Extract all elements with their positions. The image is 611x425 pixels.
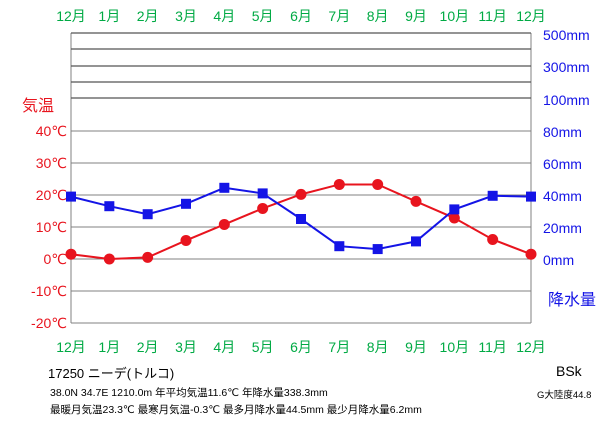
month-label-top: 2月 <box>137 8 159 24</box>
koppen-class: BSk <box>556 363 583 379</box>
station-info-line2: 最暖月気温23.3℃ 最寒月気温-0.3℃ 最多月降水量44.5mm 最少月降水… <box>50 403 422 416</box>
continentality-index: G大陸度44.8 <box>537 389 591 401</box>
month-label-bottom: 10月 <box>440 339 470 355</box>
temperature-point <box>103 253 115 265</box>
precipitation-point <box>334 241 345 252</box>
precipitation-point <box>219 182 230 193</box>
precip-axis-title: 降水量 <box>548 291 596 309</box>
month-label-top: 8月 <box>367 8 389 24</box>
precipitation-point <box>66 191 76 202</box>
precip-tick-label: 100mm <box>543 92 590 108</box>
month-label-bottom: 12月 <box>56 339 86 355</box>
month-label-bottom: 9月 <box>405 339 427 355</box>
precipitation-point <box>449 204 460 215</box>
month-label-bottom: 7月 <box>328 339 350 355</box>
temp-tick-label: 40℃ <box>36 123 67 139</box>
temperature-point <box>372 178 384 190</box>
temperature-point <box>525 248 537 260</box>
precip-log-tick-label: 500mm <box>543 27 590 43</box>
precipitation-point <box>411 236 421 247</box>
precipitation-point <box>257 188 268 199</box>
month-label-bottom: 3月 <box>175 339 197 355</box>
temp-tick-label: -10℃ <box>31 283 67 299</box>
temperature-point <box>180 234 192 246</box>
temp-tick-label: 30℃ <box>36 155 67 171</box>
month-label-top: 3月 <box>175 8 197 24</box>
precipitation-point <box>104 201 115 212</box>
temperature-point <box>487 233 499 245</box>
month-label-bottom: 6月 <box>290 339 312 355</box>
month-label-top: 6月 <box>290 8 312 24</box>
temperature-point <box>257 202 269 214</box>
precip-tick-label: 20mm <box>543 220 582 236</box>
month-label-top: 5月 <box>252 8 274 24</box>
temp-tick-label: 20℃ <box>36 187 67 203</box>
month-label-top: 1月 <box>98 8 120 24</box>
temperature-point <box>448 212 460 224</box>
month-label-bottom: 12月 <box>516 339 546 355</box>
precipitation-point <box>181 198 191 209</box>
temperature-point <box>142 251 154 263</box>
temperature-point <box>65 248 77 260</box>
month-label-top: 11月 <box>478 8 507 24</box>
precipitation-point <box>372 244 383 255</box>
temperature-point <box>410 195 422 207</box>
month-label-bottom: 2月 <box>137 339 159 355</box>
series-layer <box>65 178 537 265</box>
month-label-bottom: 4月 <box>213 339 235 355</box>
month-label-top: 7月 <box>328 8 350 24</box>
month-label-top: 4月 <box>213 8 235 24</box>
station-name: 17250 ニーデ(トルコ) <box>48 366 174 381</box>
temperature-point <box>218 218 230 230</box>
precip-tick-label: 0mm <box>543 252 574 268</box>
precipitation-point <box>296 214 306 224</box>
temperature-point <box>295 188 307 200</box>
month-label-bottom: 5月 <box>252 339 274 355</box>
temperature-point <box>333 178 345 190</box>
precip-tick-label: 40mm <box>543 188 582 204</box>
month-label-top: 12月 <box>516 8 546 24</box>
text-layer: 気温 降水量 17250 ニーデ(トルコ) 38.0N 34.7E 1210.0… <box>22 97 596 416</box>
month-label-bottom: 8月 <box>367 339 389 355</box>
axes-layer: 40℃ 30℃ 20℃ 10℃ 0℃ -10℃ -20℃ 100mm 80mm 60mm 40mm 2… <box>31 8 590 355</box>
temp-tick-label: -20℃ <box>31 315 67 331</box>
precip-tick-label: 60mm <box>543 156 582 172</box>
station-info-line1: 38.0N 34.7E 1210.0m 年平均気温11.6℃ 年降水量338.3… <box>50 386 328 399</box>
month-label-top: 10月 <box>440 8 470 24</box>
month-label-bottom: 11月 <box>478 339 507 355</box>
month-label-bottom: 1月 <box>98 339 120 355</box>
grid-layer <box>70 32 532 324</box>
precipitation-point <box>526 191 536 202</box>
temp-tick-label: 0℃ <box>43 251 67 267</box>
precip-log-tick-label: 300mm <box>543 59 590 75</box>
month-label-top: 12月 <box>56 8 86 24</box>
precipitation-point <box>487 190 498 201</box>
temp-tick-label: 10℃ <box>36 219 67 235</box>
temp-axis-title: 気温 <box>22 97 54 115</box>
month-label-top: 9月 <box>405 8 427 24</box>
precip-tick-label: 80mm <box>543 124 582 140</box>
precipitation-point <box>142 209 153 220</box>
